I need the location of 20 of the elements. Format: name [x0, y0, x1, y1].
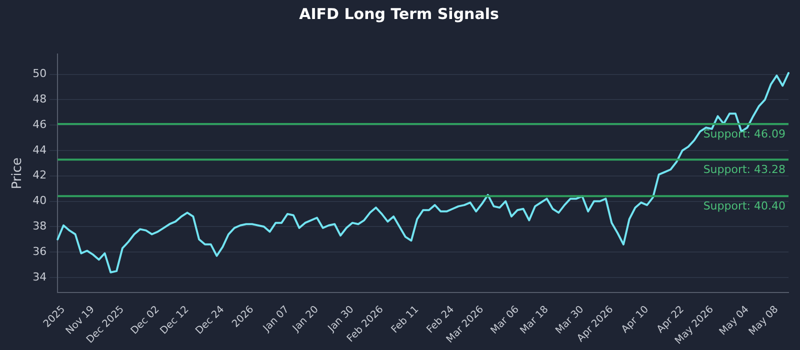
ref-line-label: Support: 40.40 [703, 200, 786, 213]
y-tick-label: 34 [32, 270, 47, 284]
x-tick-label: Apr 10 [620, 304, 651, 336]
y-tick-label: 44 [32, 143, 47, 156]
x-tick-label: Dec 24 [194, 304, 227, 337]
y-axis-title: Price [10, 157, 26, 190]
y-tick-label: 42 [32, 168, 47, 182]
y-tick-label: 50 [32, 67, 47, 80]
y-tick-label: 48 [32, 92, 47, 106]
x-tick-label: Dec 12 [158, 304, 192, 337]
y-tick-label: 40 [32, 194, 47, 208]
y-tick-label: 38 [32, 220, 47, 232]
y-tick-label: 46 [32, 118, 47, 131]
x-tick-label: Feb 11 [390, 304, 422, 336]
ref-line-label: Support: 43.28 [703, 162, 786, 176]
x-tick-label: Jan 20 [290, 304, 321, 335]
chart-title: AIFD Long Term Signals [299, 4, 499, 23]
ref-line-label: Support: 46.09 [703, 127, 786, 140]
x-tick-label: Jan 07 [260, 304, 292, 335]
y-tick-label: 36 [32, 244, 47, 258]
